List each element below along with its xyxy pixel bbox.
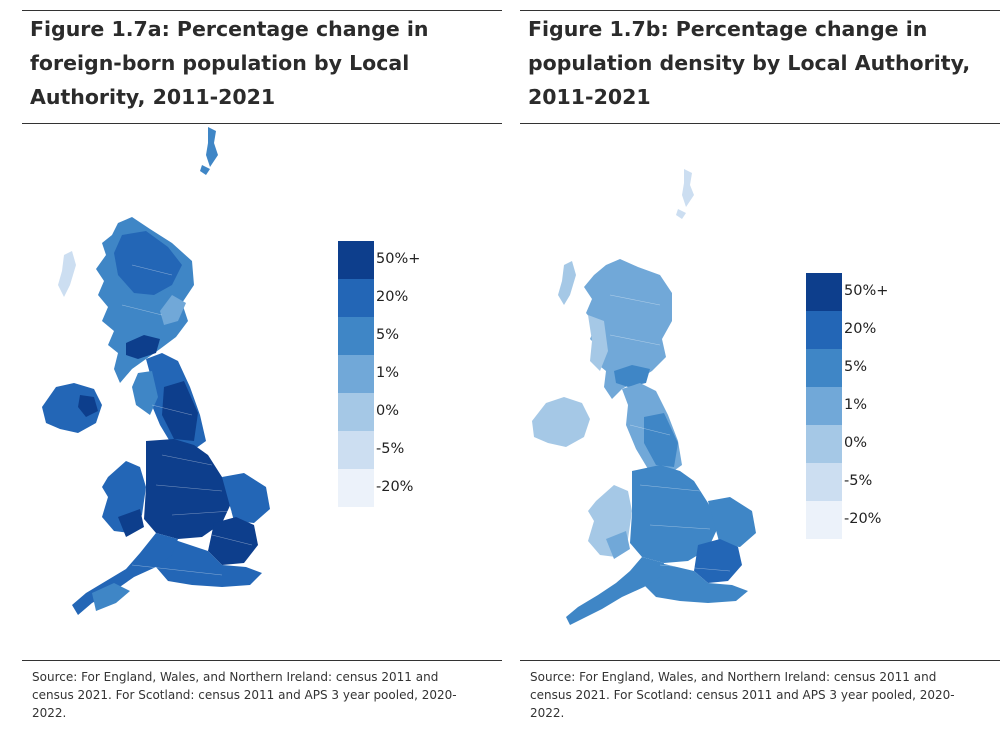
east-anglia-region xyxy=(222,473,270,523)
legend-label: 1% xyxy=(844,397,868,413)
scotland-central-belt xyxy=(614,365,650,387)
legend-swatch xyxy=(338,241,374,279)
london-region xyxy=(208,517,258,565)
legend-swatch xyxy=(806,387,842,425)
east-anglia-region xyxy=(708,497,756,547)
south-wales-region xyxy=(118,509,144,537)
cumbria-region xyxy=(132,371,158,415)
legend-label: 20% xyxy=(376,289,409,305)
top-rule xyxy=(22,10,502,11)
bottom-rule xyxy=(520,660,1000,661)
source-note: Source: For England, Wales, and Northern… xyxy=(32,670,457,720)
shetland-region xyxy=(206,127,218,167)
legend-label: -5% xyxy=(844,473,873,489)
south-wales-region xyxy=(606,531,630,559)
legend-label: -5% xyxy=(376,441,405,457)
uk-choropleth-map xyxy=(532,169,756,625)
northern-ireland-region xyxy=(532,397,590,447)
south-west-region xyxy=(566,557,664,625)
legend-swatch xyxy=(806,273,842,311)
northern-ireland-region xyxy=(42,383,102,433)
legend-label: 50%+ xyxy=(844,283,889,299)
top-rule xyxy=(520,10,1000,11)
legend-label: -20% xyxy=(376,479,414,495)
legend-swatch xyxy=(338,431,374,469)
legend-label: 0% xyxy=(844,435,868,451)
district-boundaries xyxy=(121,264,253,576)
legend-label: 50%+ xyxy=(376,251,421,267)
legend-label: 5% xyxy=(376,327,400,343)
belfast-region xyxy=(78,395,98,417)
legend-label: 5% xyxy=(844,359,868,375)
figure-title: Figure 1.7b: Percentage change in popula… xyxy=(528,17,971,109)
legend-swatch xyxy=(806,425,842,463)
orkney-region xyxy=(676,209,686,219)
legend-swatch xyxy=(806,311,842,349)
devon-cornwall-region xyxy=(92,583,130,611)
legend-label: 1% xyxy=(376,365,400,381)
legend-swatch xyxy=(806,463,842,501)
district-boundaries xyxy=(609,294,731,572)
hebrides-region xyxy=(58,251,76,297)
title-rule xyxy=(520,123,1000,124)
title-rule xyxy=(22,123,502,124)
uk-choropleth-map xyxy=(42,127,270,615)
legend-label: 20% xyxy=(844,321,877,337)
scotland-east xyxy=(160,295,186,325)
scotland-region xyxy=(584,259,672,399)
legend-swatch xyxy=(806,501,842,539)
legend-swatch xyxy=(338,279,374,317)
midlands-region xyxy=(144,439,234,539)
scotland-west xyxy=(588,315,608,371)
legend-swatch xyxy=(338,393,374,431)
yorkshire-region xyxy=(162,381,198,441)
figure-panel-a: Figure 1.7a: Percentage change in foreig… xyxy=(22,0,502,741)
legend-label: 0% xyxy=(376,403,400,419)
figure-panel-b: Figure 1.7b: Percentage change in popula… xyxy=(520,0,1000,741)
legend-swatch xyxy=(338,317,374,355)
orkney-region xyxy=(200,165,210,175)
source-note: Source: For England, Wales, and Northern… xyxy=(530,670,955,720)
scotland-central-belt xyxy=(126,335,160,359)
yorkshire-region xyxy=(644,413,678,467)
scotland-highlands xyxy=(114,231,182,295)
hebrides-region xyxy=(558,261,576,305)
midlands-region xyxy=(630,465,720,563)
bottom-rule xyxy=(22,660,502,661)
south-east-region xyxy=(644,563,748,603)
shetland-region xyxy=(682,169,694,207)
legend-swatch xyxy=(338,469,374,507)
south-east-region xyxy=(156,539,262,587)
legend-swatch xyxy=(338,355,374,393)
figure-title: Figure 1.7a: Percentage change in foreig… xyxy=(30,17,429,109)
london-region xyxy=(694,539,742,583)
legend-swatch xyxy=(806,349,842,387)
legend-label: -20% xyxy=(844,511,882,527)
